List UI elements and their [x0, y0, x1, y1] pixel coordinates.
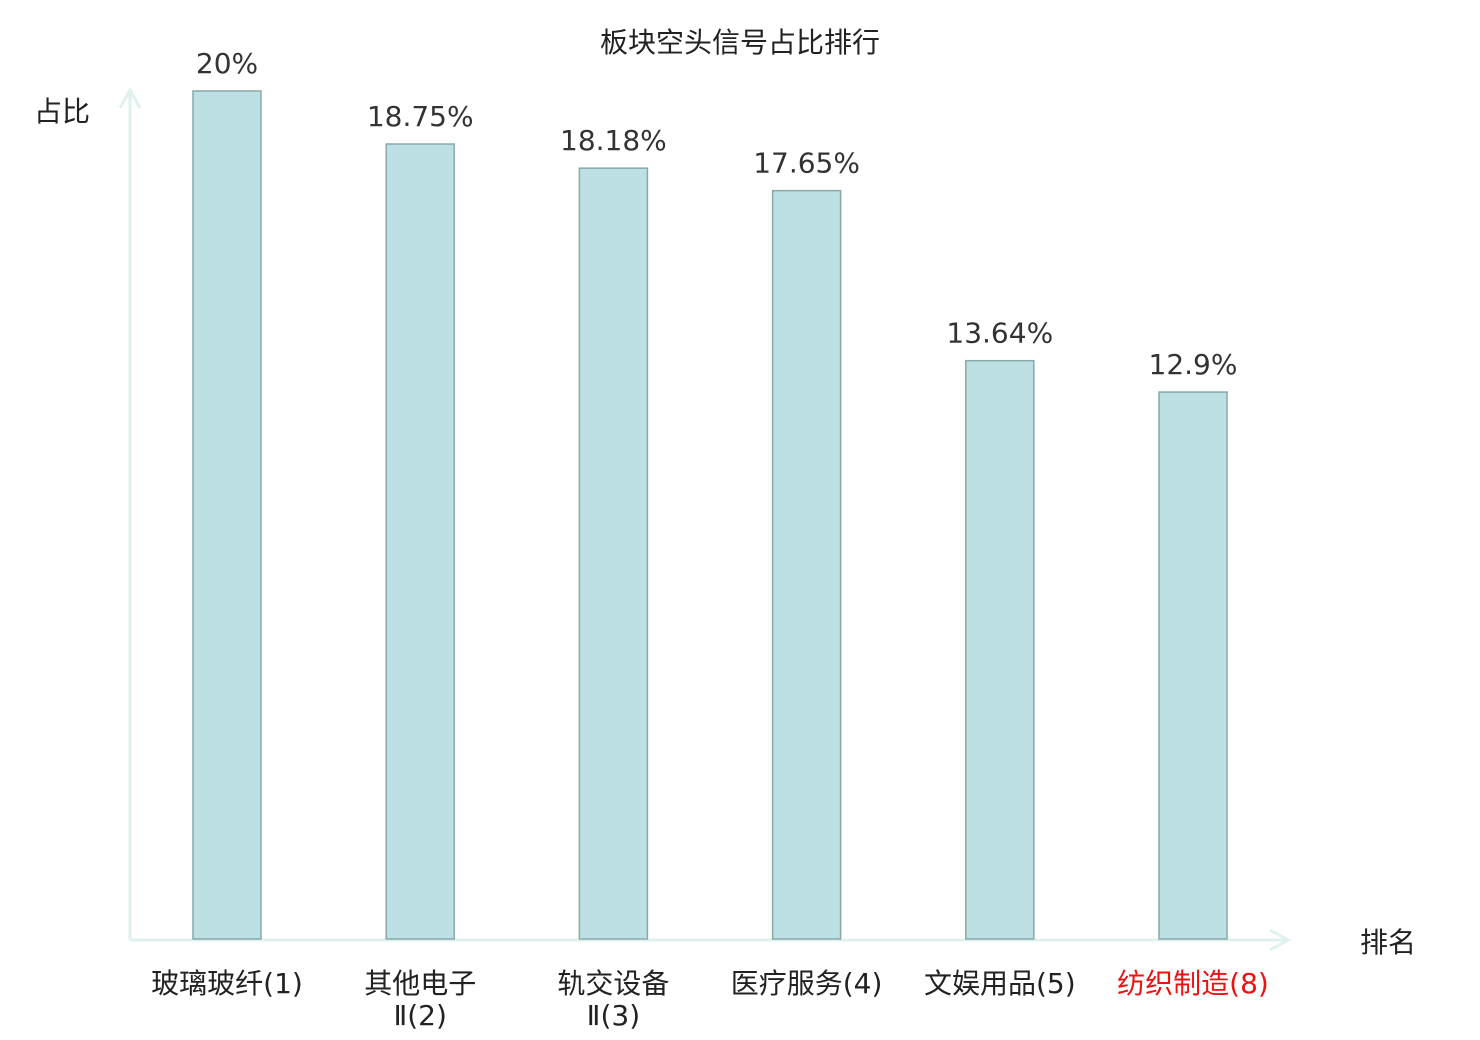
x-tick-label: Ⅱ(3) — [587, 999, 640, 1032]
data-label: 13.64% — [946, 317, 1053, 350]
x-axis-label: 排名 — [1360, 926, 1416, 959]
bar — [965, 359, 1035, 940]
x-axis-arrow — [1269, 928, 1292, 952]
bar — [385, 143, 455, 940]
chart-title: 板块空头信号占比排行 — [600, 26, 880, 59]
bar — [192, 90, 262, 940]
data-label: 20% — [196, 47, 258, 80]
data-label: 12.9% — [1149, 348, 1238, 381]
x-tick-label: 其他电子 — [364, 967, 476, 1000]
bar — [771, 189, 842, 940]
x-tick-label: 医疗服务(4) — [731, 967, 883, 1000]
data-label: 18.18% — [560, 124, 667, 157]
y-axis-arrow — [118, 86, 142, 109]
data-label: 18.75% — [367, 100, 474, 133]
x-tick-label: Ⅱ(2) — [393, 999, 446, 1032]
bar — [578, 167, 649, 940]
x-tick-label: 纺织制造(8) — [1117, 967, 1269, 1000]
x-tick-label: 文娱用品(5) — [924, 967, 1076, 1000]
x-tick-label: 玻璃玻纤(1) — [151, 967, 303, 1000]
y-axis-label: 占比 — [34, 95, 90, 128]
bar — [1158, 391, 1228, 940]
data-label: 17.65% — [753, 147, 860, 180]
x-tick-label: 轨交设备 — [557, 967, 669, 1000]
